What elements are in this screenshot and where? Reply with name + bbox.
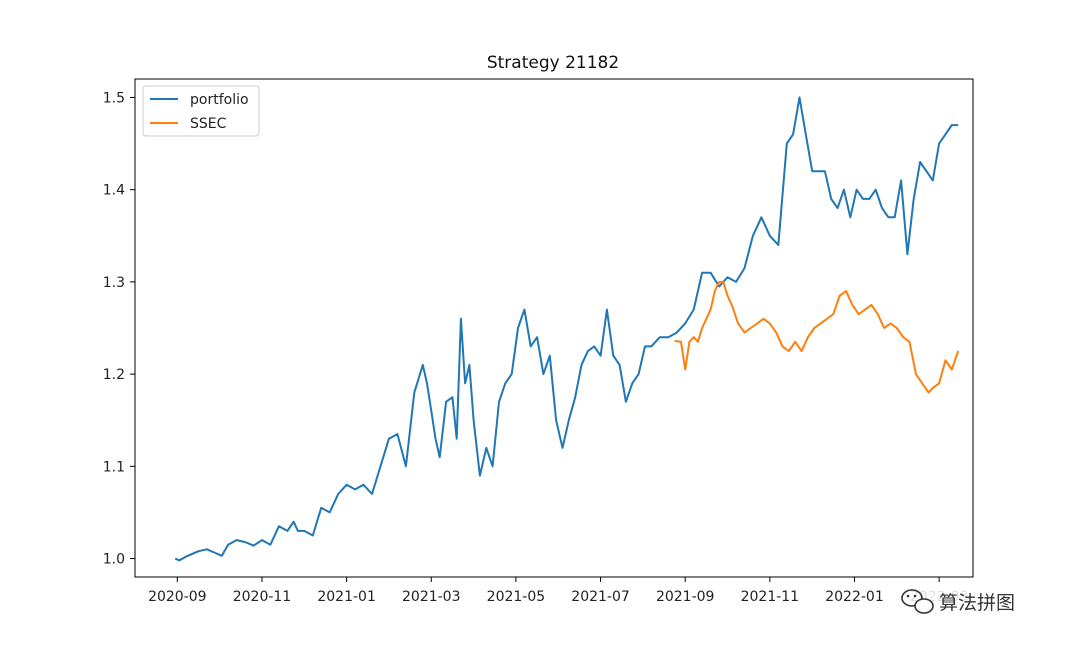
watermark-text: 算法拼图 bbox=[939, 592, 1015, 614]
y-tick-label: 1.4 bbox=[103, 183, 125, 199]
wechat-icon bbox=[901, 589, 934, 614]
chart-title: Strategy 21182 bbox=[487, 53, 619, 73]
watermark-backdrop bbox=[884, 582, 1054, 622]
y-tick-label: 1.3 bbox=[103, 275, 125, 291]
watermark: 算法拼图 bbox=[884, 582, 1054, 622]
legend: portfolio SSEC bbox=[142, 85, 260, 137]
legend-label: portfolio bbox=[190, 92, 249, 108]
plot-area bbox=[134, 78, 974, 578]
x-tick-label: 2021-11 bbox=[741, 589, 800, 605]
x-tick-label: 2021-09 bbox=[656, 589, 715, 605]
y-axis: 1.0 1.1 1.2 1.3 1.4 1.5 bbox=[103, 90, 135, 568]
y-tick-label: 1.2 bbox=[103, 367, 125, 383]
x-axis: 2020-09 2020-11 2021-01 2021-03 2021-05 2021-… bbox=[148, 577, 968, 605]
y-tick-label: 1.5 bbox=[103, 90, 125, 106]
x-tick-label: 2021-03 bbox=[402, 589, 461, 605]
x-tick-label: 2021-07 bbox=[571, 589, 630, 605]
series-line-ssec bbox=[674, 280, 960, 394]
x-tick-label: 2020-11 bbox=[233, 589, 292, 605]
y-tick-label: 1.0 bbox=[103, 552, 125, 568]
y-tick-label: 1.1 bbox=[103, 459, 125, 475]
x-tick-label: 2022-01 bbox=[825, 589, 884, 605]
series-layer bbox=[174, 96, 960, 562]
x-tick-label: 2021-01 bbox=[317, 589, 376, 605]
x-tick-label: 2021-05 bbox=[487, 589, 546, 605]
legend-label: SSEC bbox=[190, 116, 227, 132]
series-line-portfolio bbox=[174, 96, 959, 562]
x-tick-label: 2020-09 bbox=[148, 589, 207, 605]
